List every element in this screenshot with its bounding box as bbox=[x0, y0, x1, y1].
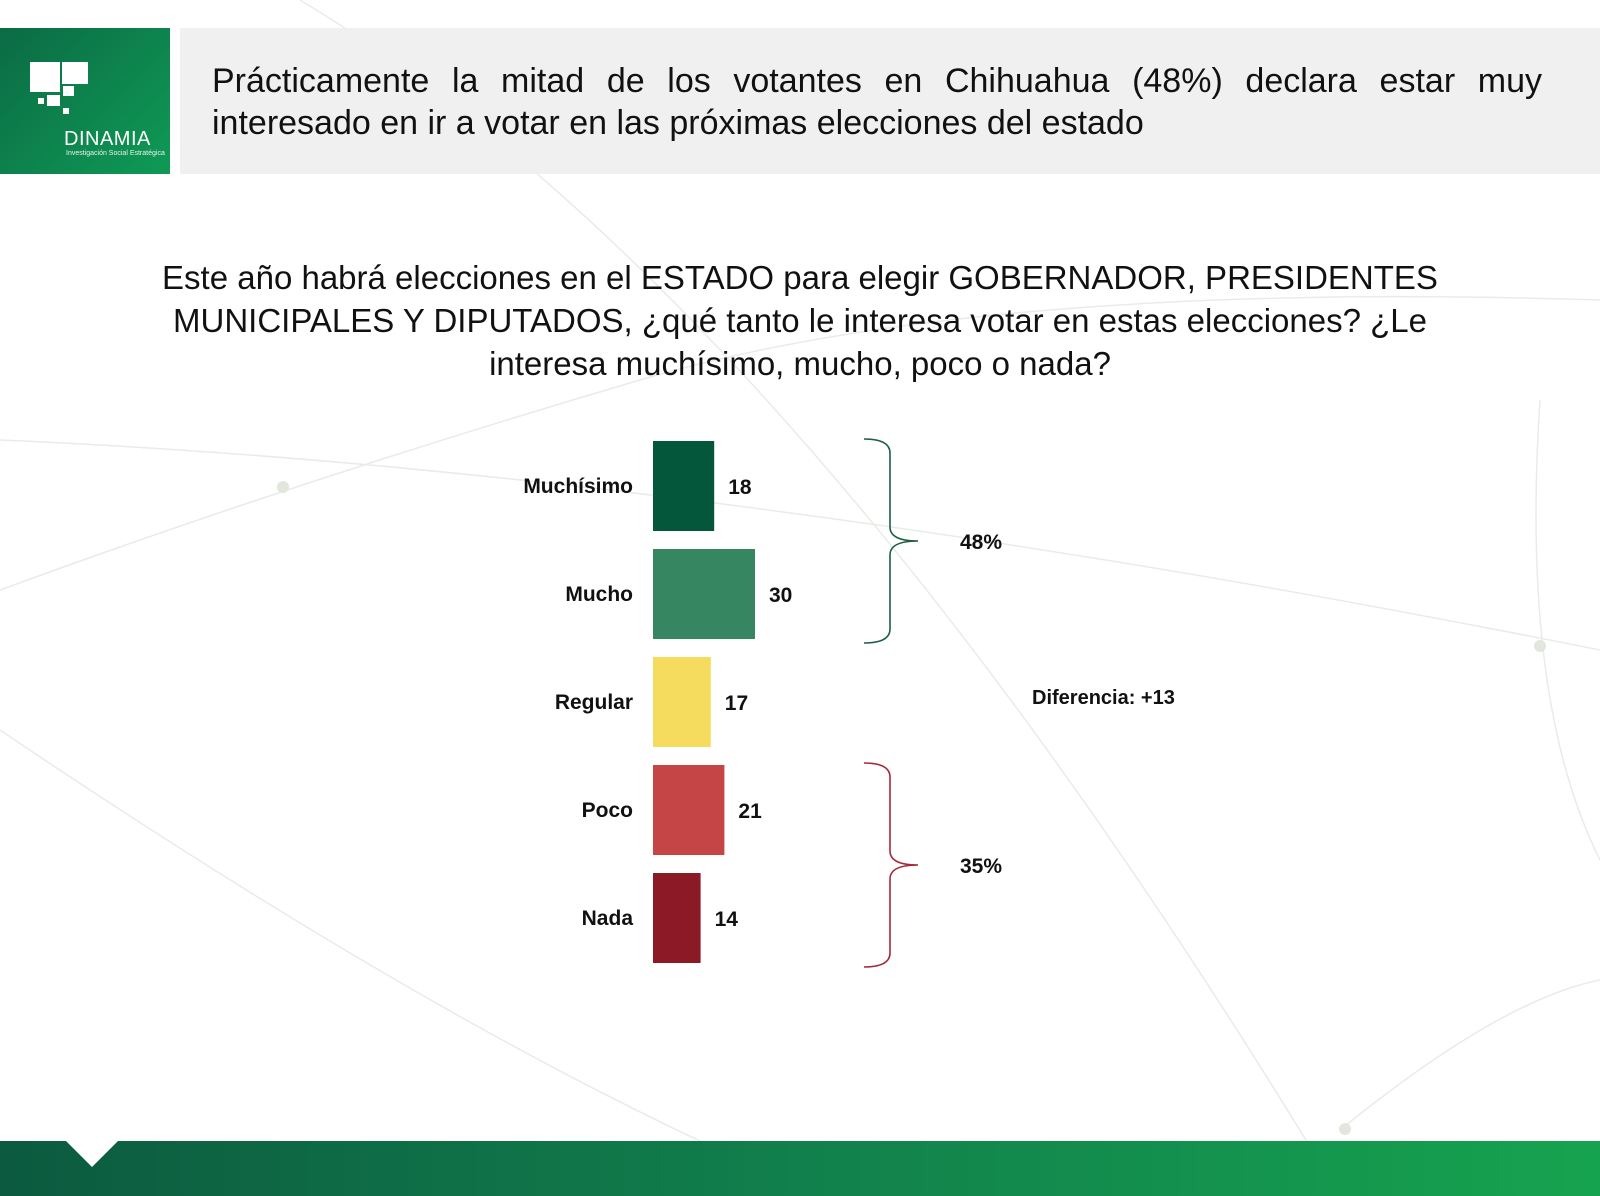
data-label: 18 bbox=[728, 476, 752, 499]
slide-title: Prácticamente la mitad de los votantes e… bbox=[212, 62, 1542, 142]
category-label: Poco bbox=[582, 799, 633, 822]
difference-annotation: Diferencia: +13 bbox=[1032, 687, 1175, 709]
bar bbox=[653, 441, 715, 531]
bar bbox=[653, 657, 711, 747]
logo-tagline: Investigación Social Estratégica bbox=[66, 150, 165, 157]
data-label: 17 bbox=[725, 692, 748, 715]
group-brace bbox=[863, 762, 919, 968]
logo-wordmark: DINAMIA bbox=[64, 128, 151, 150]
survey-question: Este año habrá elecciones en el ESTADO p… bbox=[162, 259, 1438, 382]
group-total-label: 35% bbox=[960, 855, 1002, 878]
dinamia-logo: DINAMIA Investigación Social Estratégica bbox=[30, 62, 165, 157]
data-label: 21 bbox=[738, 800, 762, 823]
category-label: Nada bbox=[582, 907, 634, 930]
data-label: 14 bbox=[715, 908, 739, 931]
bar bbox=[653, 873, 701, 963]
group-total-label: 48% bbox=[960, 531, 1002, 554]
brand-logo-panel: DINAMIA Investigación Social Estratégica bbox=[0, 28, 170, 174]
group-brace bbox=[863, 438, 919, 644]
bar bbox=[653, 765, 725, 855]
data-label: 30 bbox=[769, 584, 792, 607]
footer-bar bbox=[0, 1141, 1600, 1196]
logo-squares-icon bbox=[30, 62, 88, 114]
bar bbox=[653, 549, 755, 639]
category-label: Mucho bbox=[565, 583, 633, 606]
footer-notch bbox=[66, 1141, 118, 1167]
title-band: Prácticamente la mitad de los votantes e… bbox=[180, 28, 1600, 174]
category-label: Regular bbox=[555, 691, 633, 714]
category-label: Muchísimo bbox=[523, 475, 633, 498]
